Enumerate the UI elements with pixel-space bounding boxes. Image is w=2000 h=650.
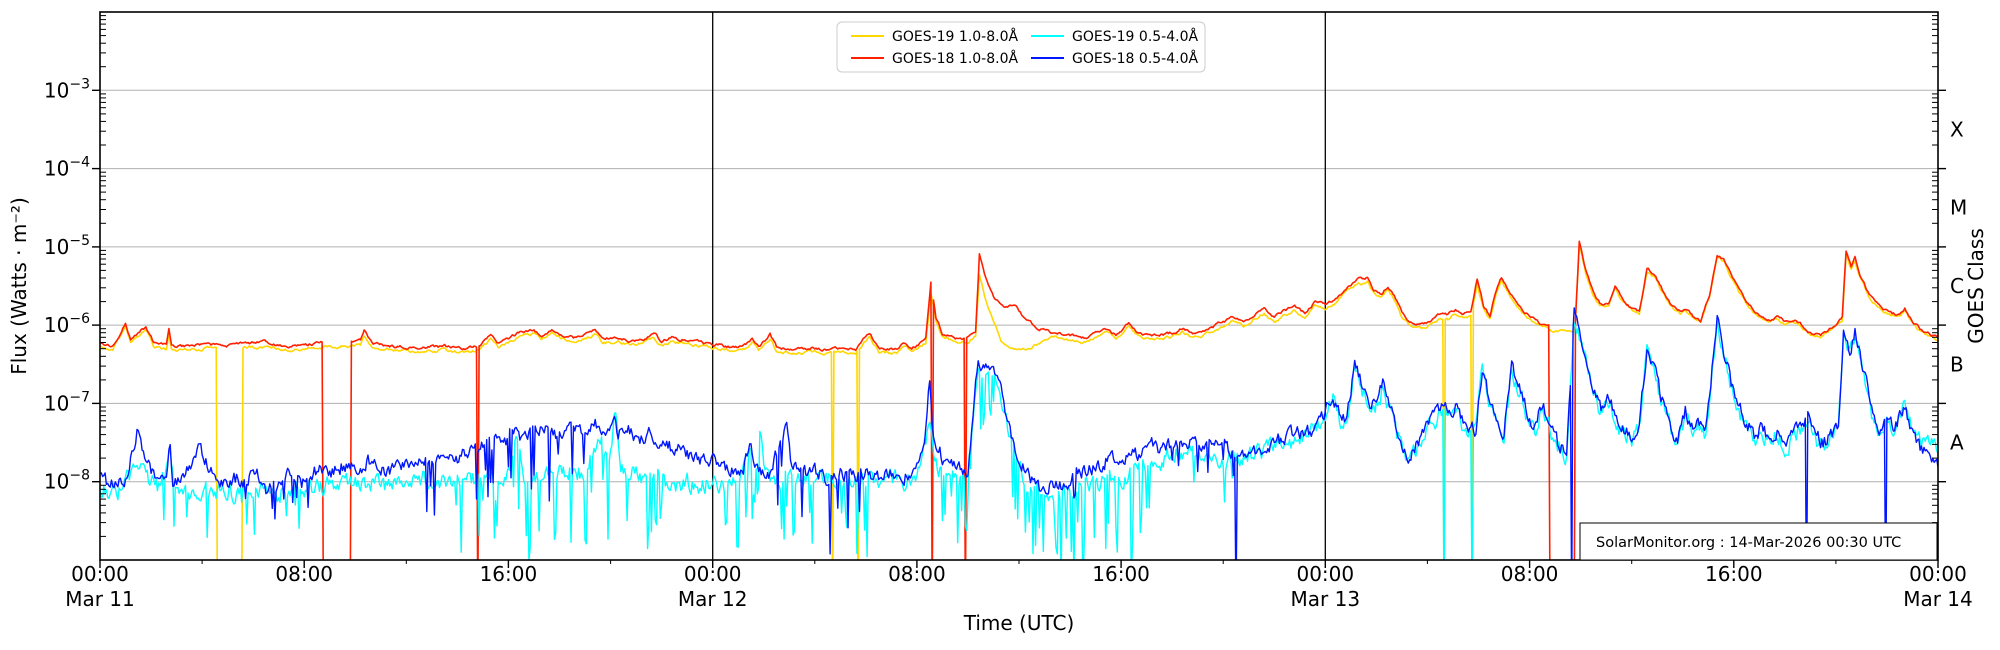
annotation-text: SolarMonitor.org : 14-Mar-2026 00:30 UTC (1596, 535, 1901, 551)
x-tick-time-label: 08:00 (888, 562, 946, 586)
x-tick-time-label: 00:00 (684, 562, 742, 586)
y-tick-label: 10−3 (44, 76, 90, 102)
series-line-goes19_long (100, 243, 1938, 560)
day-boundary-lines (712, 12, 1326, 560)
series-line-goes18_long (100, 240, 1938, 560)
x-tick-date-label: Mar 11 (65, 587, 135, 611)
goes-class-label-C: C (1950, 274, 1964, 298)
goes-class-label-X: X (1950, 117, 1964, 141)
right-y-axis-title: GOES Class (1964, 228, 1988, 344)
legend-entry-label: GOES-19 0.5-4.0Å (1072, 28, 1198, 45)
x-tick-time-label: 00:00 (1296, 562, 1354, 586)
x-tick-date-label: Mar 13 (1291, 587, 1361, 611)
x-tick-date-label: Mar 12 (678, 587, 748, 611)
y-tick-label: 10−8 (44, 468, 90, 494)
legend-frame (836, 21, 1206, 73)
axis-ticks (92, 15, 1946, 568)
goes-class-label-A: A (1950, 431, 1964, 455)
x-tick-time-label: 00:00 (1909, 562, 1967, 586)
annotation-box: SolarMonitor.org : 14-Mar-2026 00:30 UTC (1579, 522, 1938, 561)
x-tick-time-label: 00:00 (71, 562, 129, 586)
goes-class-label-B: B (1950, 352, 1964, 376)
y-tick-label: 10−6 (44, 311, 90, 337)
legend-entry-label: GOES-18 0.5-4.0Å (1072, 50, 1198, 67)
data-series-layer (100, 240, 1938, 560)
x-tick-time-label: 08:00 (1501, 562, 1559, 586)
y-tick-label: 10−7 (44, 389, 90, 415)
series-line-goes18_short (100, 307, 1938, 560)
x-tick-time-label: 16:00 (1092, 562, 1150, 586)
y-tick-label: 10−5 (44, 233, 90, 259)
x-tick-time-label: 16:00 (1705, 562, 1763, 586)
y-axis-title: Flux (Watts · m⁻²) (7, 197, 31, 375)
y-tick-label: 10−4 (44, 155, 90, 181)
goes-class-label-M: M (1950, 196, 1967, 220)
x-axis-title: Time (UTC) (963, 611, 1075, 635)
x-tick-time-label: 16:00 (480, 562, 538, 586)
annotation-frame (1579, 522, 1938, 561)
legend: GOES-19 1.0-8.0Å GOES-18 1.0-8.0Å GOES-19 … (836, 21, 1206, 73)
x-tick-date-label: Mar 14 (1903, 587, 1973, 611)
x-tick-time-label: 08:00 (275, 562, 333, 586)
legend-entry-label: GOES-18 1.0-8.0Å (892, 50, 1018, 67)
goes-class-labels: X M C B A (1950, 117, 1967, 454)
legend-entry-label: GOES-19 1.0-8.0Å (892, 28, 1018, 45)
